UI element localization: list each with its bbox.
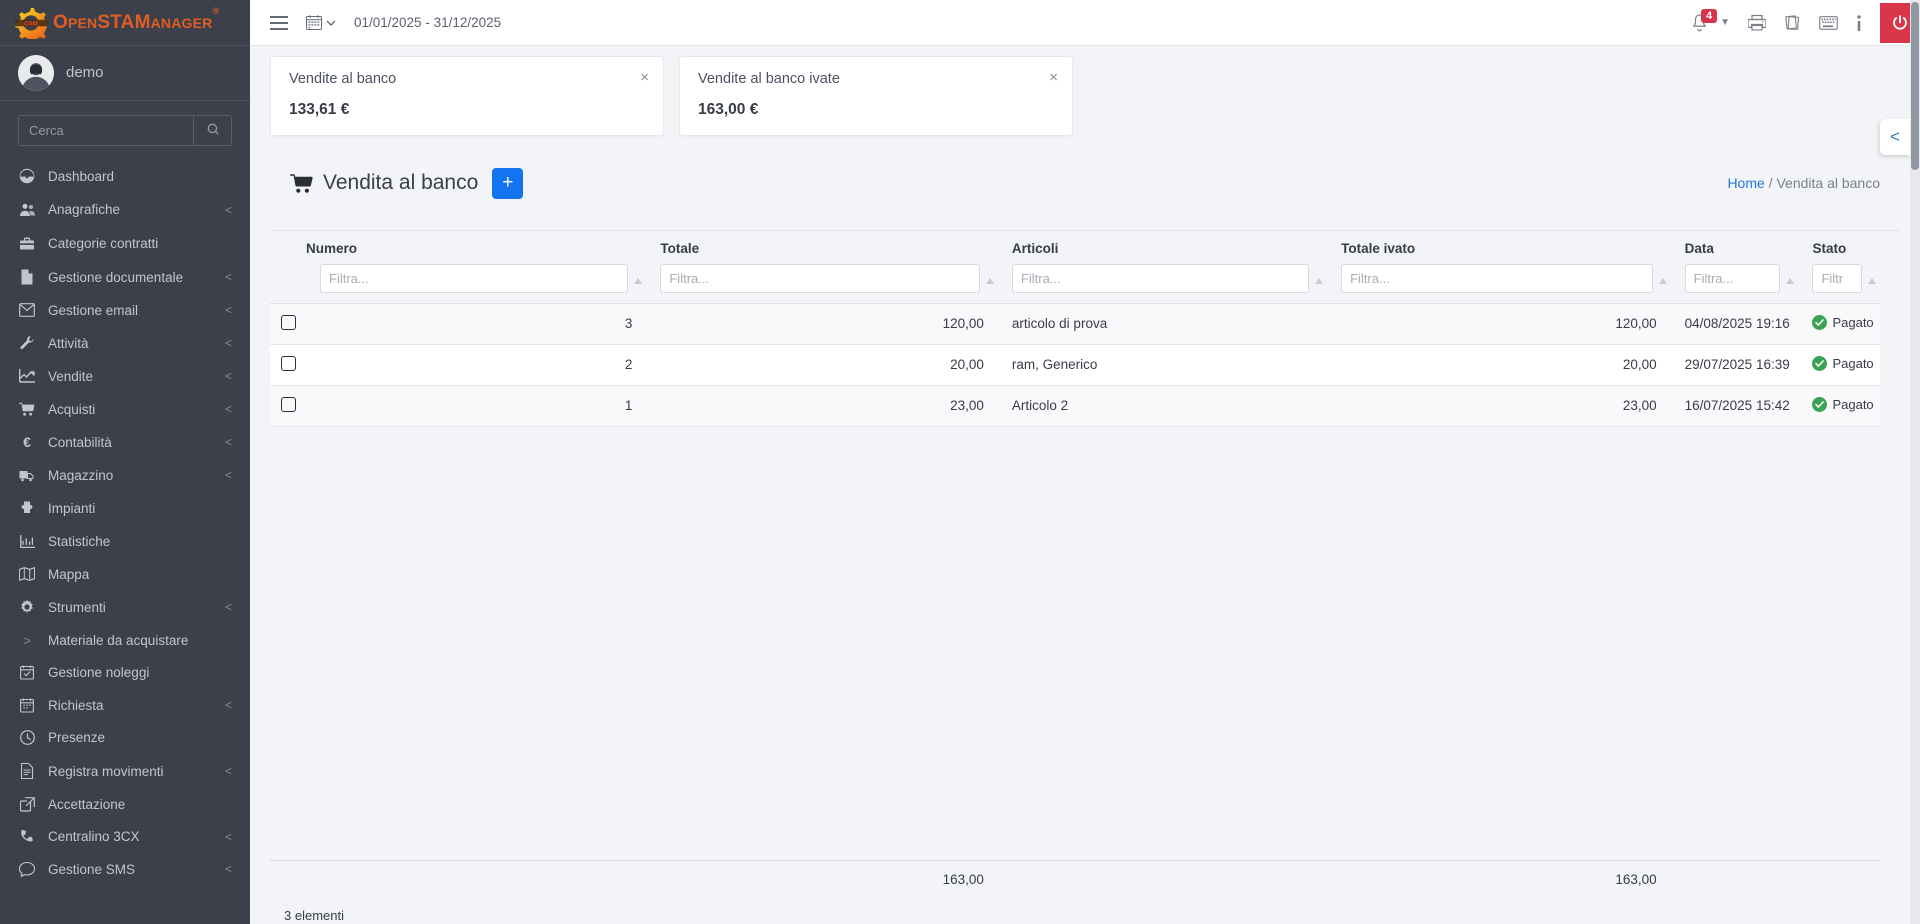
svg-text:OSM: OSM	[24, 21, 38, 27]
